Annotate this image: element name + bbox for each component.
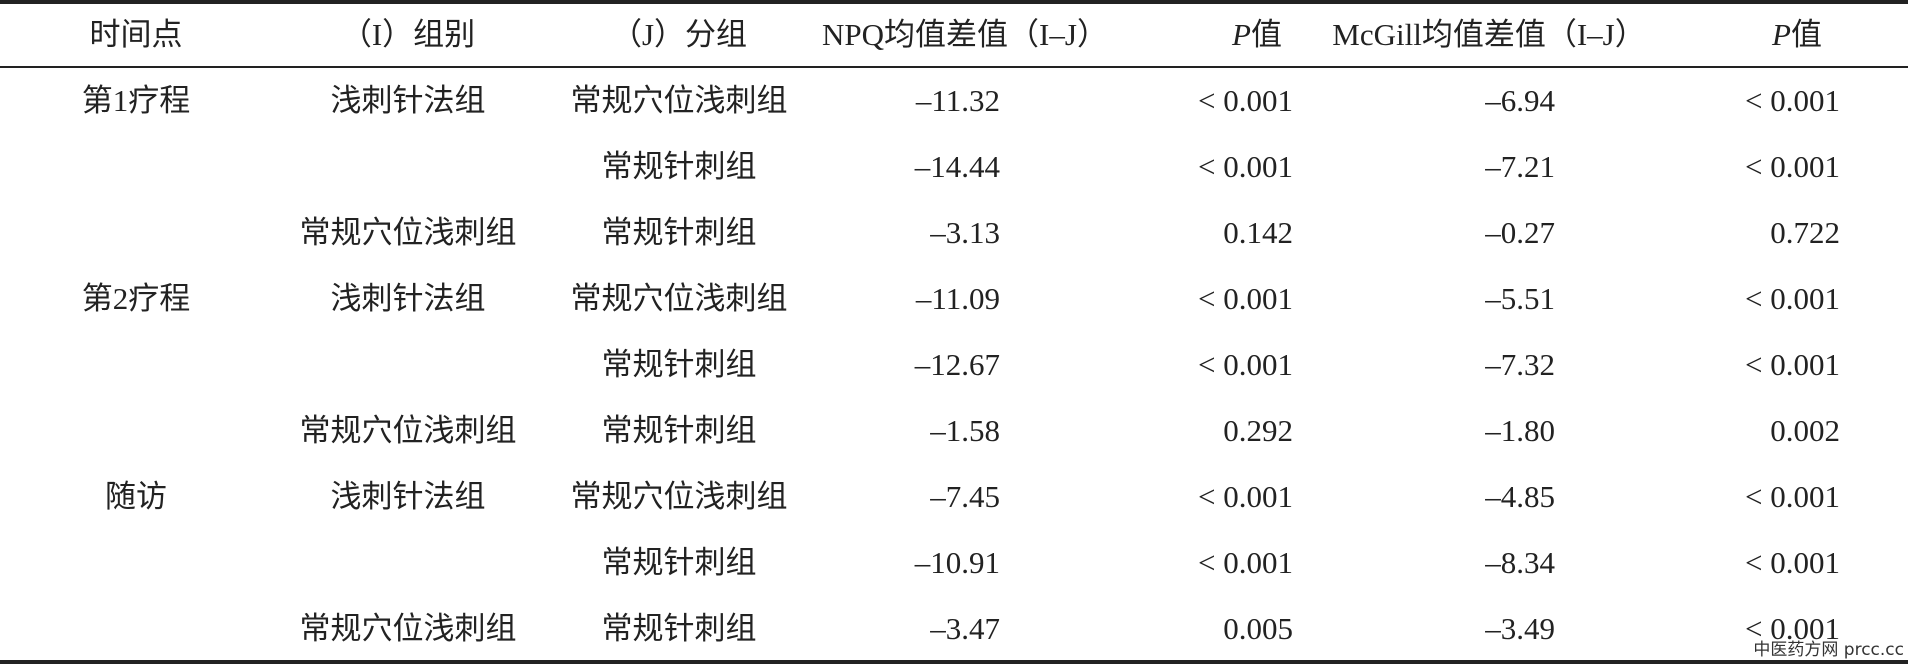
header-cell: 时间点	[89, 17, 183, 52]
table-cell: 第2疗程	[81, 281, 191, 316]
table-cell: 随访	[105, 479, 167, 514]
table-cell: 0.292	[1223, 413, 1293, 448]
table-cell: 0.722	[1770, 215, 1840, 250]
table-cell: –6.94	[1485, 83, 1555, 118]
header-cell: McGill均值差值（I–J）	[1332, 17, 1646, 52]
header-cell: NPQ均值差值（I–J）	[822, 17, 1108, 52]
header-rule	[0, 66, 1908, 68]
table-cell: < 0.001	[1198, 149, 1293, 184]
table-cell: 常规针刺组	[601, 347, 757, 382]
table-cell: –1.58	[930, 413, 1000, 448]
table-cell: < 0.001	[1745, 479, 1840, 514]
table-cell: < 0.001	[1198, 83, 1293, 118]
table-cell: –3.49	[1485, 611, 1555, 646]
table-cell: < 0.001	[1198, 545, 1293, 580]
table-cell: –11.32	[915, 83, 1000, 118]
header-cell: P值	[1232, 17, 1282, 52]
table-cell: –1.80	[1485, 413, 1555, 448]
table-cell: < 0.001	[1745, 347, 1840, 382]
table-cell: 常规针刺组	[601, 413, 757, 448]
table-cell: < 0.001	[1745, 83, 1840, 118]
table-cell: < 0.001	[1745, 149, 1840, 184]
table-cell: 浅刺针法组	[330, 83, 486, 118]
table-cell: –7.45	[930, 479, 1000, 514]
table-cell: –5.51	[1485, 281, 1555, 316]
table-cell: –0.27	[1485, 215, 1555, 250]
table-cell: < 0.001	[1198, 479, 1293, 514]
table-cell: < 0.001	[1745, 281, 1840, 316]
top-rule	[0, 0, 1908, 4]
table-cell: 常规穴位浅刺组	[299, 413, 517, 448]
table-cell: –10.91	[914, 545, 1000, 580]
table-cell: 常规穴位浅刺组	[299, 215, 517, 250]
table-cell: –12.67	[914, 347, 1000, 382]
table-cell: 浅刺针法组	[330, 281, 486, 316]
table-cell: 常规针刺组	[601, 149, 757, 184]
table-cell: 第1疗程	[81, 83, 191, 118]
table-cell: 0.005	[1223, 611, 1293, 646]
table-cell: < 0.001	[1745, 611, 1840, 646]
table-cell: –4.85	[1485, 479, 1555, 514]
watermark: 中医药方网 prcc.cc	[1753, 635, 1904, 660]
table-cell: 常规穴位浅刺组	[570, 83, 788, 118]
table-cell: –3.47	[930, 611, 1000, 646]
table-cell: 常规穴位浅刺组	[299, 611, 517, 646]
bottom-rule	[0, 660, 1908, 664]
table-cell: 常规针刺组	[601, 611, 757, 646]
table-cell: 常规穴位浅刺组	[570, 281, 788, 316]
table-cell: < 0.001	[1745, 545, 1840, 580]
table-cell: < 0.001	[1198, 347, 1293, 382]
header-cell: （I）组别	[340, 17, 476, 52]
table-cell: 常规针刺组	[601, 545, 757, 580]
table-cell: –7.32	[1485, 347, 1555, 382]
table-cell: 0.142	[1223, 215, 1293, 250]
table-cell: –3.13	[930, 215, 1000, 250]
table-cell: 常规穴位浅刺组	[570, 479, 788, 514]
table-cell: < 0.001	[1198, 281, 1293, 316]
table-cell: –14.44	[914, 149, 1000, 184]
header-cell: （J）分组	[610, 17, 748, 52]
table-cell: 0.002	[1770, 413, 1840, 448]
table-cell: 常规针刺组	[601, 215, 757, 250]
table-cell: 浅刺针法组	[330, 479, 486, 514]
header-cell: P值	[1772, 17, 1822, 52]
table-cell: –8.34	[1485, 545, 1555, 580]
table-cell: –7.21	[1485, 149, 1555, 184]
table-cell: –11.09	[915, 281, 1000, 316]
